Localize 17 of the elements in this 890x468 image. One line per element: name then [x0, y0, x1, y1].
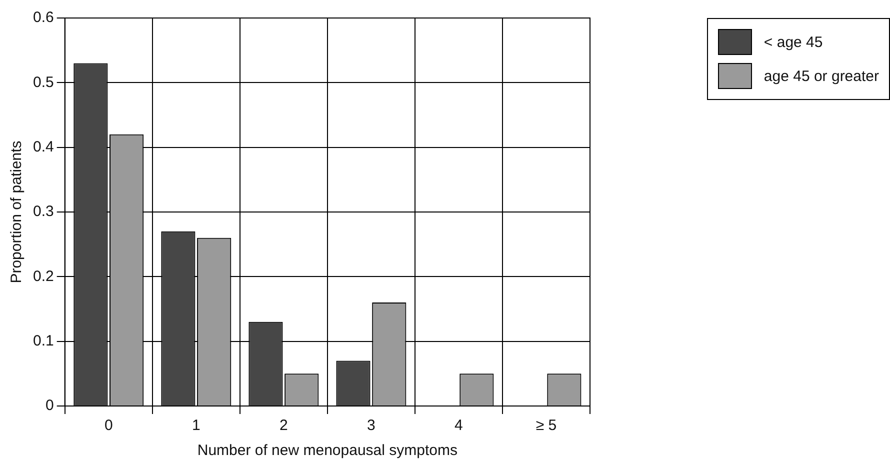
y-tick-label: 0.6: [32, 9, 54, 26]
y-tick-label: 0.5: [32, 74, 54, 91]
y-tick-label: 0.2: [32, 268, 54, 285]
y-tick-label: 0: [46, 397, 54, 414]
y-tick-label: 0.1: [32, 332, 54, 350]
legend-label: age 45 or greater: [764, 68, 879, 84]
y-tick-label: 0.4: [32, 138, 54, 156]
x-tick-label: 1: [192, 417, 200, 434]
legend-label: < age 45: [764, 34, 823, 50]
x-tick-label: 2: [279, 417, 288, 434]
x-tick-label: ≥ 5: [536, 417, 557, 434]
x-axis-title: Number of new menopausal symptoms: [197, 442, 458, 460]
y-tick-label: 0.3: [32, 203, 54, 220]
x-tick-label: 0: [104, 417, 113, 434]
x-tick-label: 4: [454, 417, 463, 434]
y-axis-title: Proportion of patients: [8, 140, 26, 284]
x-tick-label: 3: [367, 417, 376, 434]
